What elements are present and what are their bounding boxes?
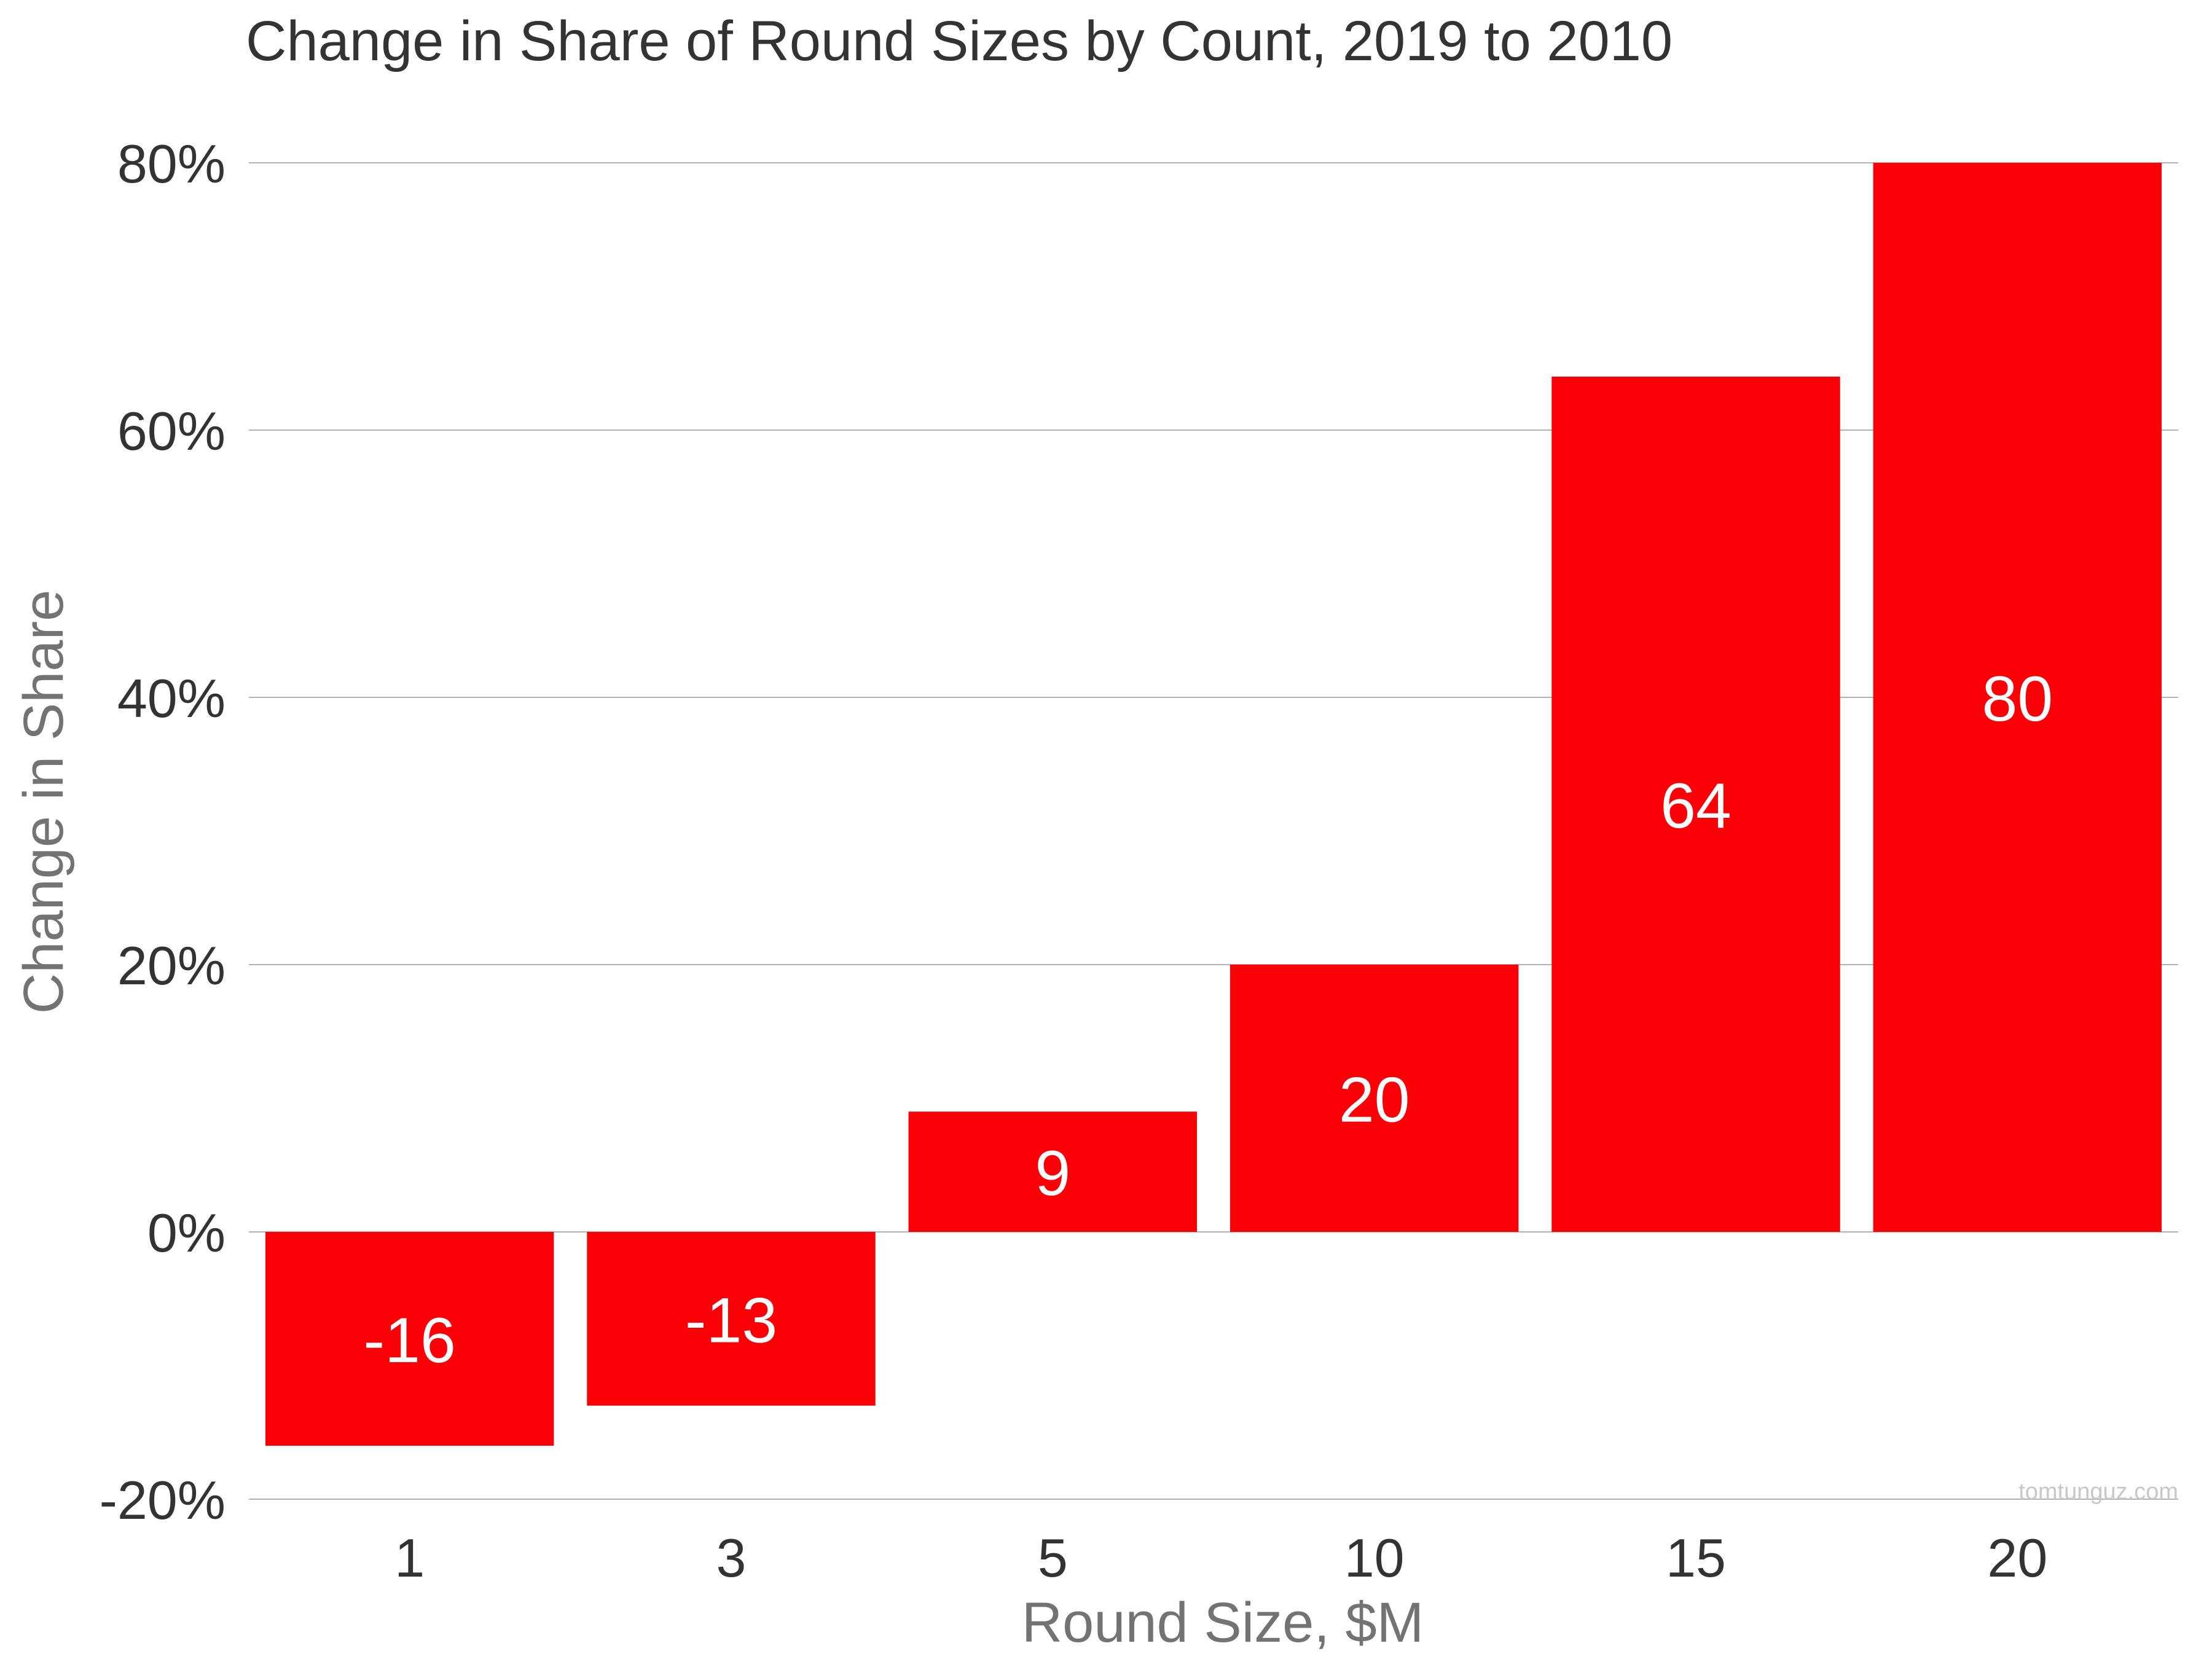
bar [587,1232,876,1406]
bar [1551,377,1840,1232]
gridlines [249,162,2178,1500]
x-tick-label: 5 [1038,1527,1068,1588]
y-axis-title: Change in Share [12,590,75,1014]
y-axis-ticks: -20% 0% 20% 40% 60% 80% [100,133,226,1531]
y-tick-label: -20% [100,1470,226,1531]
y-tick-label: 80% [117,133,226,194]
watermark: tomtunguz.com [2018,1479,2178,1505]
bar-value-label: -16 [364,1305,456,1376]
y-tick-label: 0% [147,1202,226,1263]
x-axis-title: Round Size, $M [1022,1591,1424,1654]
y-tick-label: 60% [117,401,226,461]
y-tick-label: 20% [117,935,226,996]
bar-value-label: 80 [1982,664,2053,735]
bar [1873,163,2162,1232]
bar [1230,965,1519,1232]
x-tick-label: 1 [394,1527,425,1588]
x-axis-ticks: 1 3 5 10 15 20 [394,1527,2047,1588]
bar-value-label: 9 [1035,1138,1070,1209]
x-tick-label: 3 [716,1527,747,1588]
bar [265,1232,554,1446]
chart-title: Change in Share of Round Sizes by Count,… [246,10,1673,73]
x-tick-label: 15 [1666,1527,1726,1588]
x-tick-label: 20 [1987,1527,2047,1588]
y-tick-label: 40% [117,668,226,729]
bar-value-label: 64 [1660,770,1732,842]
bar-value-labels: -16 -13 9 20 64 80 [364,664,2053,1376]
bar-value-label: -13 [685,1285,777,1356]
bar-value-label: 20 [1339,1065,1410,1136]
x-tick-label: 10 [1344,1527,1405,1588]
bars [265,163,2162,1446]
bar [908,1111,1198,1232]
